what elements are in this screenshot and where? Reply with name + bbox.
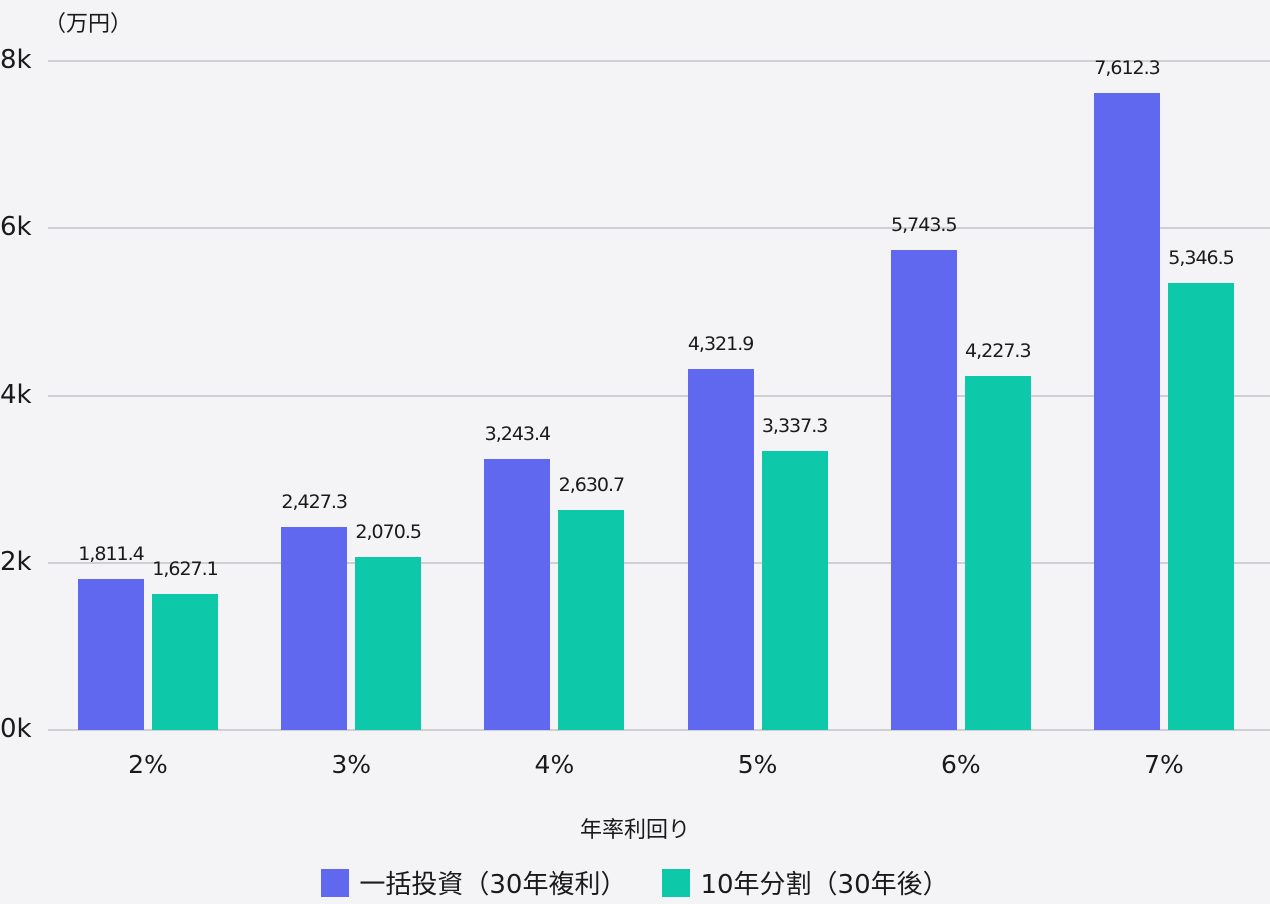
x-tick-label: 4%: [534, 750, 575, 779]
bar[interactable]: [1168, 282, 1234, 730]
legend-item-lump-sum[interactable]: 一括投資（30年複利）: [321, 864, 626, 901]
bar[interactable]: [281, 527, 348, 730]
bar[interactable]: [152, 593, 218, 730]
value-label: 3,337.3: [761, 414, 829, 437]
value-label: 4,227.3: [965, 340, 1032, 363]
x-tick-label: 5%: [737, 750, 778, 779]
legend-swatch-lump-sum: [321, 868, 350, 897]
value-label: 2,070.5: [355, 520, 422, 543]
legend: 一括投資（30年複利） 10年分割（30年後）: [0, 864, 1270, 901]
gridline: [48, 227, 1270, 230]
gridline: [48, 561, 1270, 564]
bar[interactable]: [355, 556, 422, 730]
y-tick-label: 2k: [0, 546, 32, 577]
y-tick-label: 4k: [0, 379, 32, 410]
value-label: 5,346.5: [1168, 246, 1235, 269]
legend-swatch-installment: [662, 868, 691, 897]
bar[interactable]: [964, 376, 1031, 730]
bar[interactable]: [78, 578, 144, 730]
value-label: 4,321.9: [687, 332, 755, 355]
value-label: 1,811.4: [78, 542, 145, 565]
y-tick-label: 6k: [0, 212, 32, 243]
y-axis-unit-label: （万円）: [44, 12, 133, 37]
bar[interactable]: [484, 458, 551, 730]
value-label: 2,427.3: [281, 491, 348, 514]
y-tick-label: 0k: [0, 714, 32, 744]
bar[interactable]: [890, 249, 957, 730]
x-tick-label: 7%: [1144, 750, 1184, 779]
legend-label-installment: 10年分割（30年後）: [700, 870, 949, 900]
legend-item-installment[interactable]: 10年分割（30年後）: [662, 864, 949, 901]
legend-label-lump-sum: 一括投資（30年複利）: [359, 870, 627, 900]
gridline: [48, 729, 1270, 731]
bar[interactable]: [558, 510, 625, 730]
x-tick-label: 3%: [331, 750, 372, 779]
bar[interactable]: [687, 368, 754, 730]
gridline: [48, 394, 1270, 397]
x-tick-label: 2%: [128, 750, 168, 779]
value-label: 1,627.1: [152, 557, 219, 580]
value-label: 5,743.5: [891, 213, 958, 236]
bar[interactable]: [761, 450, 828, 730]
y-tick-label: 8k: [0, 45, 32, 75]
bar[interactable]: [1094, 93, 1160, 730]
value-label: 3,243.4: [484, 422, 552, 445]
value-label: 2,630.7: [558, 474, 626, 496]
x-tick-label: 6%: [940, 750, 981, 779]
gridline: [48, 60, 1270, 62]
x-axis-title: 年率利回り: [579, 818, 690, 843]
value-label: 7,612.3: [1094, 57, 1161, 80]
